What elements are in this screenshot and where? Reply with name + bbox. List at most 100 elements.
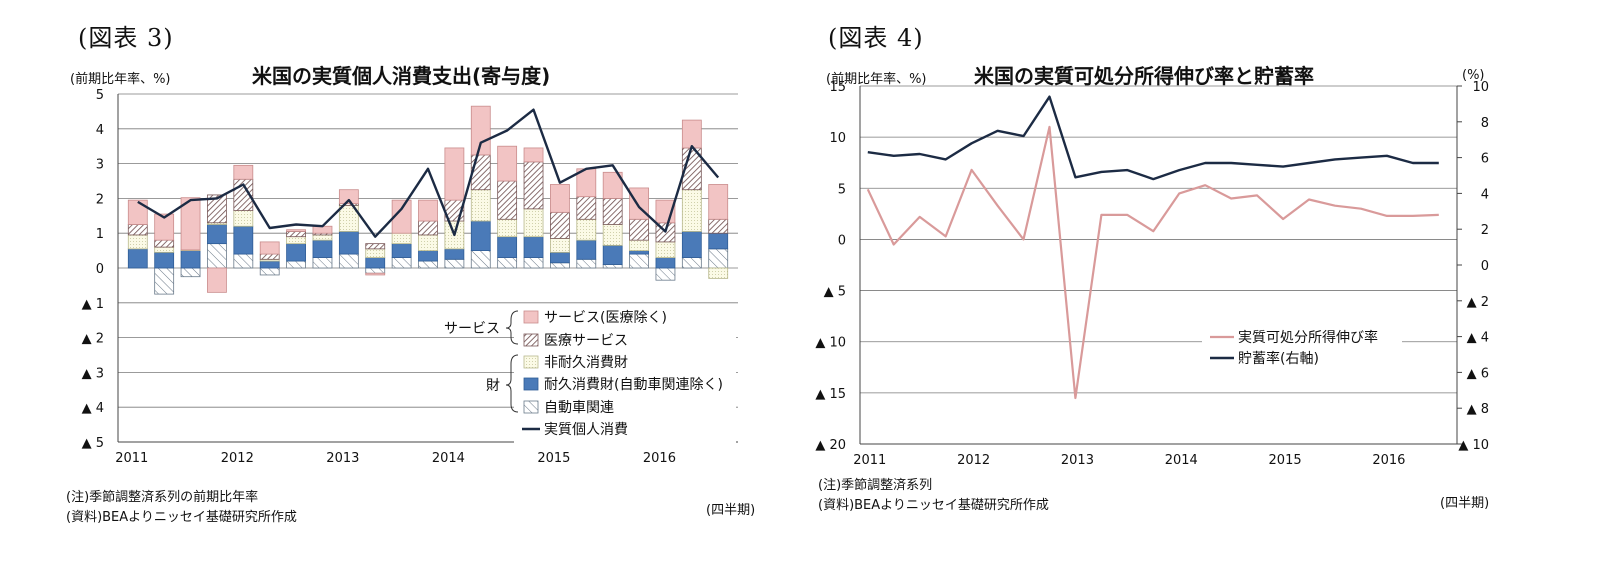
- nondurable-bar: [550, 238, 570, 253]
- auto-bar: [418, 260, 438, 269]
- auto-bar: [233, 253, 254, 269]
- services-bar: [470, 105, 491, 156]
- auto-bar: [681, 257, 702, 269]
- x-tick-label: 2013: [1061, 453, 1094, 468]
- x-tick-label: 2016: [643, 451, 676, 466]
- x-tick-label: 2014: [1165, 453, 1198, 468]
- y-tick-label-left: ▲ 5: [824, 285, 846, 300]
- auto-bar: [708, 248, 729, 269]
- medical-bar: [523, 161, 544, 210]
- medical-bar: [365, 243, 386, 250]
- services-bar: [233, 164, 254, 180]
- durable-bar: [418, 250, 438, 262]
- y-axis-unit-label: (前期比年率、%): [70, 72, 171, 87]
- services-bar: [180, 197, 201, 251]
- y-tick-label-right: 10: [1472, 80, 1489, 95]
- auto-bar: [286, 260, 306, 269]
- income-growth-line: [866, 125, 1439, 400]
- y-tick-label-left: 15: [829, 80, 846, 95]
- durable-bar: [286, 243, 306, 262]
- y-tick-label-right: 8: [1481, 116, 1489, 131]
- auto-bar: [576, 258, 597, 269]
- nondurable-bar: [523, 208, 544, 238]
- y-tick-label: ▲ 5: [82, 436, 104, 451]
- nondurable-bar: [418, 234, 438, 252]
- note-text: (注)季節調整済系列の前期比年率: [66, 490, 259, 505]
- durable-bar: [681, 231, 702, 258]
- saving-rate-line: [867, 95, 1439, 181]
- durable-bar: [127, 248, 148, 269]
- services-bar: [207, 267, 227, 293]
- figure-3-panel: (図表 3) (前期比年率、%) 米国の実質個人消費支出(寄与度) 5 4 3 2 1 0…: [66, 24, 756, 525]
- y-tick-label-right: 2: [1481, 223, 1489, 238]
- y-tick-label-right: ▲ 8: [1467, 402, 1489, 417]
- medical-bar: [207, 194, 227, 224]
- durable-bar: [497, 236, 518, 258]
- nondurable-bar: [312, 234, 333, 241]
- nondurable-bar: [497, 218, 518, 238]
- x-tick-label: 2015: [537, 451, 570, 466]
- nondurable-bar: [708, 267, 729, 279]
- nondurable-bar: [286, 236, 306, 245]
- nondurable-bar: [154, 246, 175, 253]
- legend-medical-swatch: [523, 333, 539, 347]
- left-axis-unit-label: (前期比年率、%): [826, 72, 927, 87]
- medical-bar: [602, 197, 623, 225]
- legend-group-services: サービス: [444, 321, 500, 337]
- legend-durable-swatch: [523, 377, 539, 391]
- durable-bar: [207, 224, 227, 245]
- services-bar: [550, 184, 570, 213]
- nondurable-bar: [629, 239, 649, 252]
- x-tick-label: 2011: [115, 451, 148, 466]
- services-bar: [602, 171, 623, 199]
- bracket-services: [505, 310, 519, 345]
- durable-bar: [338, 231, 359, 255]
- y-tick-label: ▲ 1: [82, 297, 104, 312]
- y-tick-label-left: 10: [829, 131, 846, 146]
- legend-services-swatch: [523, 310, 539, 324]
- y-tick-label-left: ▲ 15: [815, 387, 846, 402]
- durable-bar: [708, 232, 729, 250]
- y-tick-label: ▲ 3: [82, 366, 104, 381]
- services-bar: [365, 272, 386, 276]
- services-bar: [497, 145, 518, 182]
- durable-bar: [523, 236, 544, 258]
- medical-bar: [497, 180, 518, 220]
- medical-bar: [550, 211, 570, 239]
- auto-bar: [444, 258, 465, 269]
- x-tick-label: 2014: [432, 451, 465, 466]
- auto-bar: [497, 257, 518, 269]
- services-bar: [523, 147, 544, 163]
- y-tick-label-right: 4: [1481, 187, 1489, 202]
- x-tick-label: 2013: [326, 451, 359, 466]
- legend-line-label: 実質個人消費: [544, 422, 628, 438]
- auto-bar: [470, 250, 491, 269]
- medical-bar: [576, 196, 597, 220]
- chart-title: 米国の実質個人消費支出(寄与度): [252, 64, 551, 88]
- durable-bar: [550, 251, 570, 264]
- y-tick-label-right: 0: [1481, 259, 1489, 274]
- medical-bar: [470, 154, 491, 191]
- period-label: (四半期): [706, 503, 756, 518]
- durable-bar: [233, 225, 254, 255]
- x-tick-label: 2012: [221, 451, 254, 466]
- legend-saving-label: 貯蓄率(右軸): [1238, 350, 1319, 367]
- legend-medical-label: 医療サービス: [544, 332, 628, 349]
- legend-nondurable-label: 非耐久消費財: [544, 355, 628, 371]
- durable-bar: [180, 250, 201, 269]
- y-tick-label: 4: [96, 123, 104, 138]
- figure-label: (図表 3): [78, 24, 174, 52]
- y-tick-label-right: ▲ 4: [1467, 331, 1489, 346]
- nondurable-bar: [391, 232, 412, 245]
- auto-bar: [259, 267, 280, 276]
- right-axis-unit-label: (%): [1462, 68, 1485, 83]
- y-tick-label: 0: [96, 262, 104, 277]
- medical-bar: [418, 220, 438, 236]
- figure-label: (図表 4): [828, 24, 924, 52]
- services-bar: [708, 184, 729, 220]
- services-bar: [391, 199, 412, 234]
- medical-bar: [708, 218, 729, 234]
- nondurable-bar: [233, 210, 254, 227]
- y-tick-label-right: 6: [1481, 152, 1489, 167]
- services-bar: [444, 147, 465, 201]
